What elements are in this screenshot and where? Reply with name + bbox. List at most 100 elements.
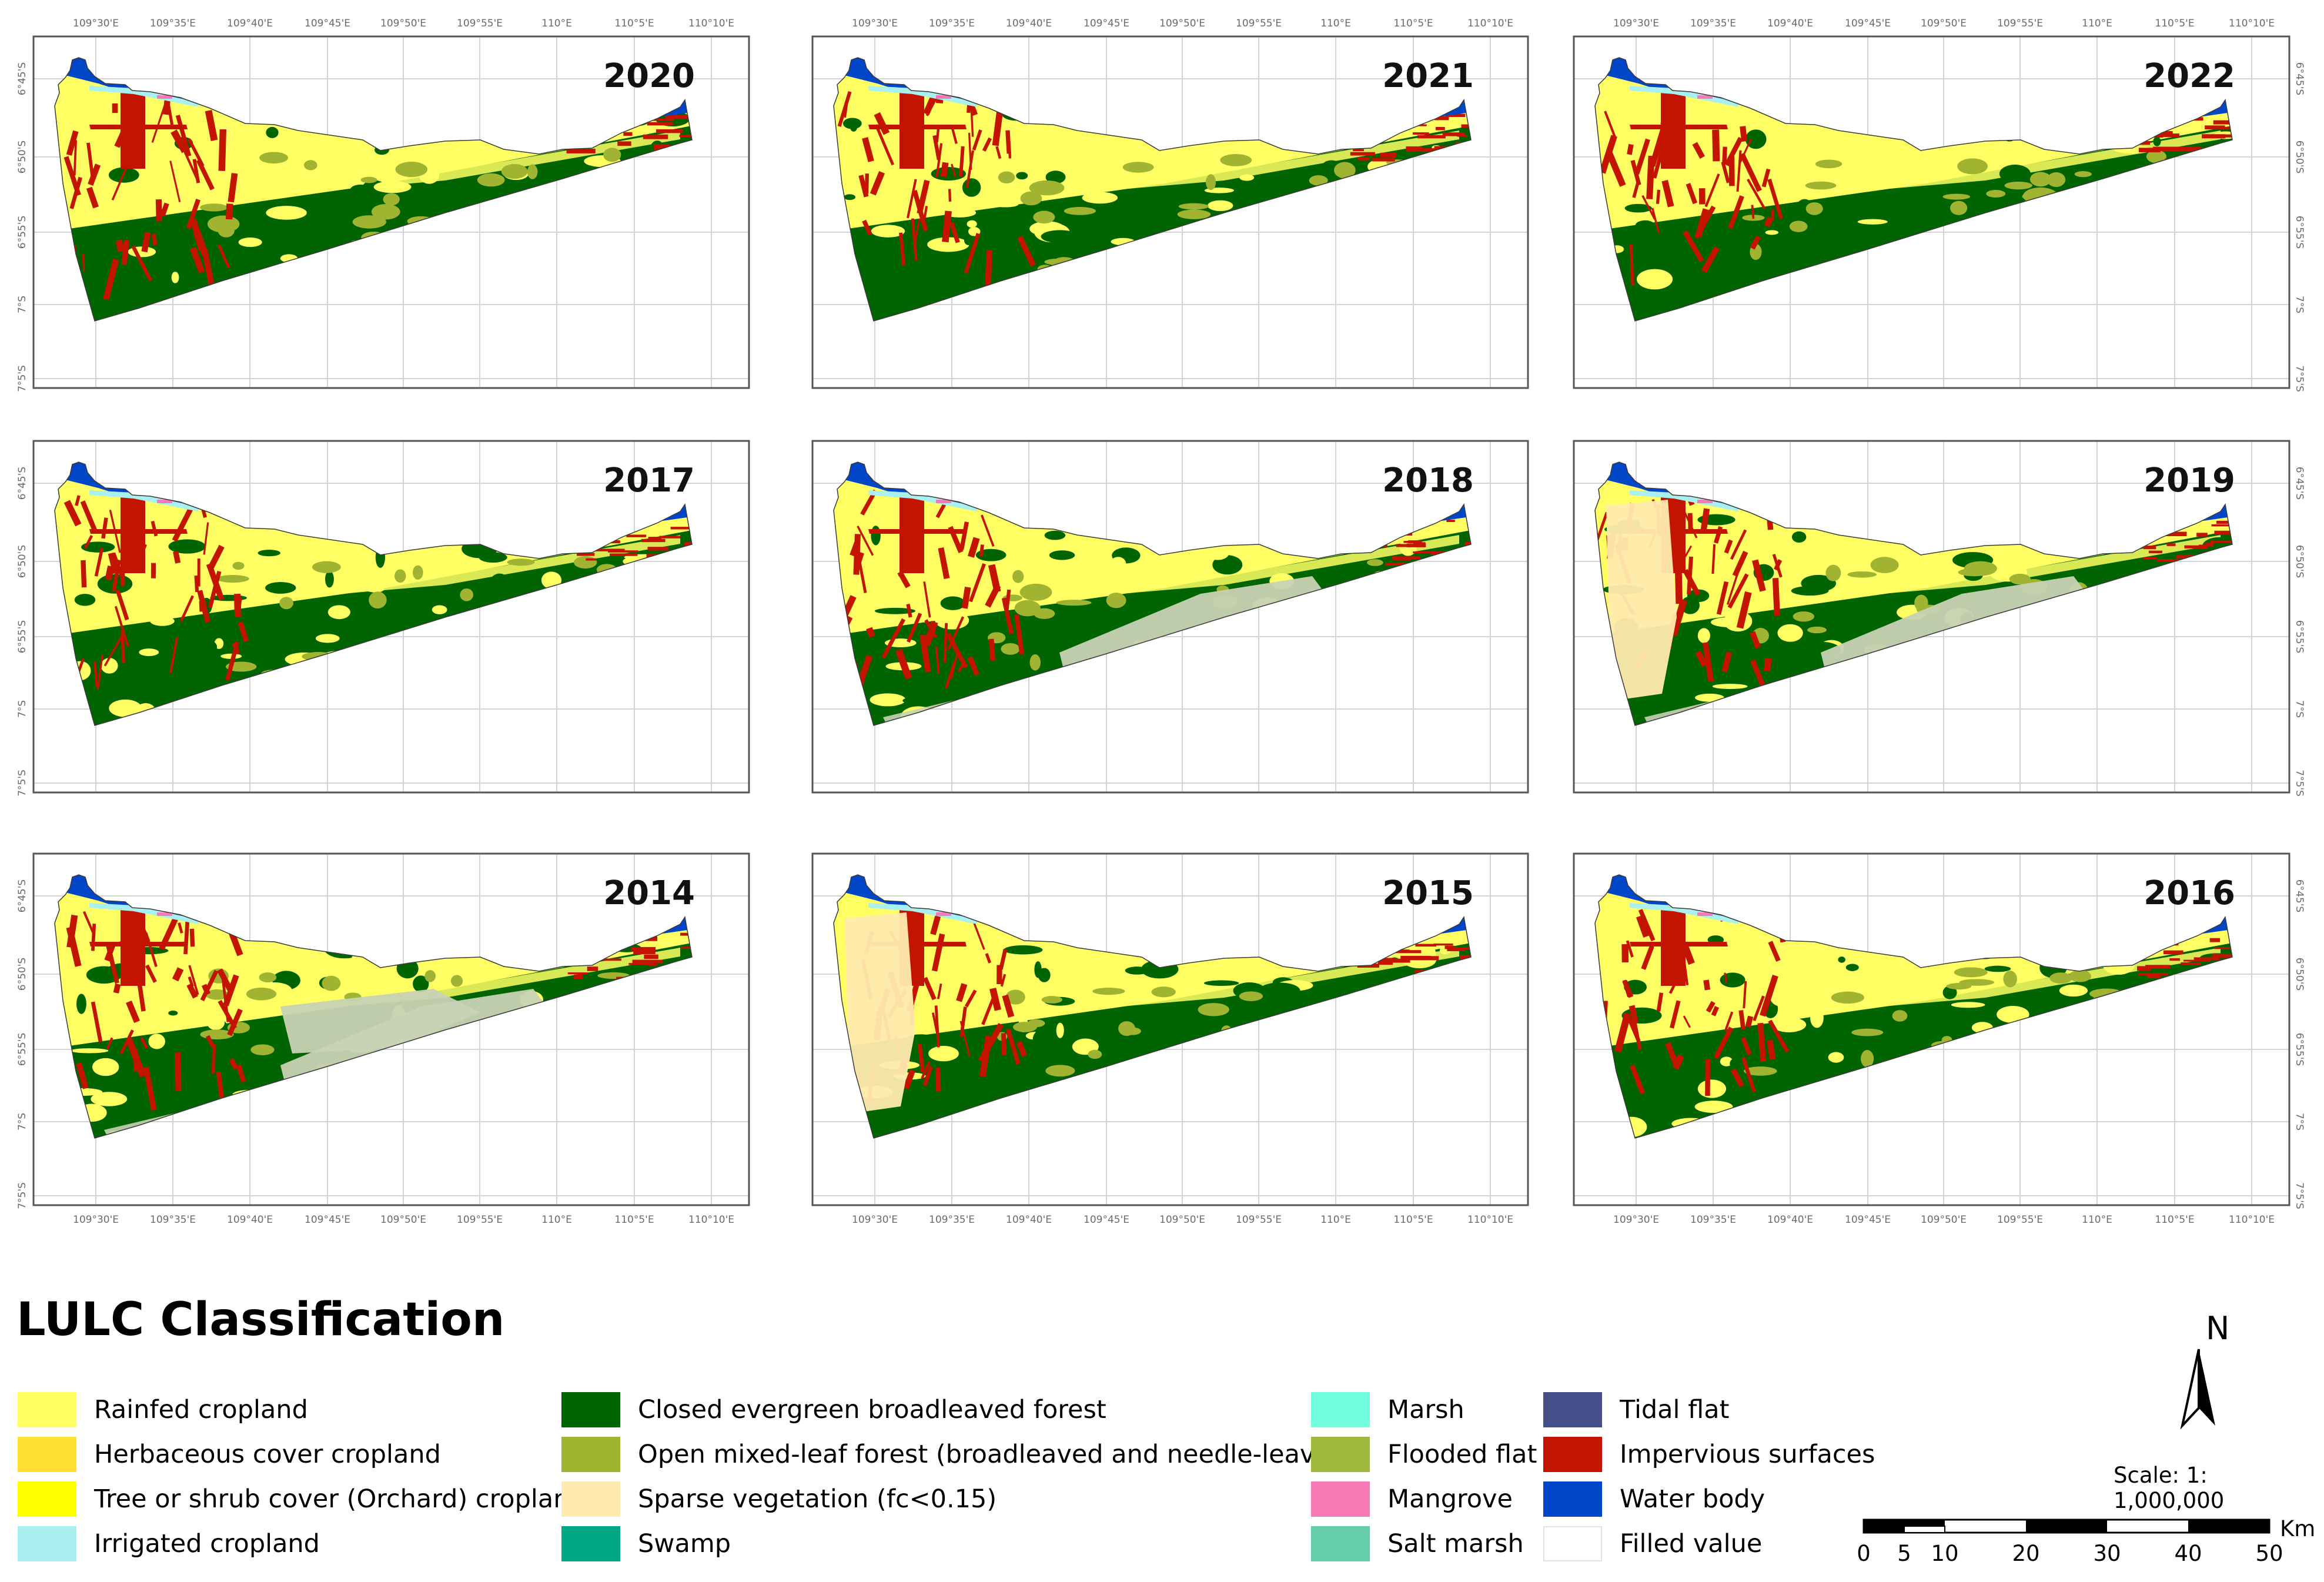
lon-tick-label: 110°10'E bbox=[688, 1214, 734, 1226]
lon-tick-label: 110°E bbox=[2082, 18, 2112, 29]
legend-swatch bbox=[561, 1481, 620, 1517]
lon-tick-label: 110°E bbox=[541, 18, 572, 29]
lon-tick-label: 110°5'E bbox=[2155, 1214, 2194, 1226]
lat-tick-label: 6°50'S bbox=[2293, 958, 2305, 991]
lat-tick-label: 7°5'S bbox=[16, 1182, 28, 1209]
map-panel-2021: 2021 109°30'E 109°35'E 109°40'E 109°45'E 109°… bbox=[811, 18, 1529, 389]
lat-tick-label: 7°5'S bbox=[2293, 1182, 2305, 1209]
lon-tick-label: 109°55'E bbox=[1997, 18, 2043, 29]
legend-item: Salt marsh bbox=[1311, 1521, 1537, 1566]
legend-swatch bbox=[561, 1526, 620, 1561]
lon-tick-label: 109°55'E bbox=[1236, 1214, 1282, 1226]
lon-tick-label: 110°10'E bbox=[2229, 1214, 2275, 1226]
year-label-2019: 2019 bbox=[2144, 461, 2235, 500]
legend-label: Mangrove bbox=[1387, 1484, 1513, 1514]
lon-tick-label: 109°55'E bbox=[1236, 18, 1282, 29]
legend-title: LULC Classification bbox=[16, 1293, 505, 1346]
lat-tick-label: 6°45'S bbox=[2293, 62, 2305, 95]
legend-swatch bbox=[561, 1437, 620, 1472]
lat-tick-label: 7°S bbox=[16, 1113, 28, 1131]
lon-tick-label: 109°30'E bbox=[73, 1214, 119, 1226]
lat-tick-label: 6°50'S bbox=[16, 141, 28, 173]
legend-column: Tidal flat Impervious surfaces Water body F… bbox=[1543, 1387, 1875, 1566]
lat-tick-label: 7°S bbox=[16, 700, 28, 718]
map-panel-2015: 2015 109°30'E 109°35'E 109°40'E 109°45'E 109°… bbox=[811, 852, 1529, 1226]
year-label-2015: 2015 bbox=[1382, 874, 1474, 912]
lat-tick-label: 6°55'S bbox=[2293, 620, 2305, 653]
lon-tick-label: 109°45'E bbox=[1084, 1214, 1129, 1226]
lon-tick-label: 109°40'E bbox=[1006, 1214, 1052, 1226]
map-panel-2020: 2020 109°30'E 109°35'E 109°40'E 109°45'E 109°… bbox=[16, 18, 750, 392]
legend-item: Tree or shrub cover (Orchard) cropland bbox=[18, 1477, 586, 1521]
legend-label: Marsh bbox=[1387, 1395, 1464, 1424]
lon-tick-label: 110°E bbox=[541, 1214, 572, 1226]
legend-item: Marsh bbox=[1311, 1387, 1537, 1432]
lon-tick-label: 109°45'E bbox=[1084, 18, 1129, 29]
year-label-2014: 2014 bbox=[603, 874, 695, 912]
lon-tick-label: 109°30'E bbox=[852, 1214, 898, 1226]
legend-column: Closed evergreen broadleaved forest Open … bbox=[561, 1387, 1356, 1566]
legend-label: Water body bbox=[1620, 1484, 1765, 1514]
lon-tick-label: 109°35'E bbox=[1690, 18, 1736, 29]
legend-swatch bbox=[1543, 1392, 1602, 1427]
scale-segment bbox=[2026, 1520, 2107, 1533]
lon-tick-label: 110°5'E bbox=[1393, 1214, 1433, 1226]
map-panel-2019: 2019 6°45'S 6°50'S 6°55'S 7°S 7°5'S bbox=[1573, 440, 2305, 797]
lon-tick-label: 109°35'E bbox=[1690, 1214, 1736, 1226]
legend-item: Flooded flat bbox=[1311, 1432, 1537, 1477]
map-panel-2022: 2022 109°30'E 109°35'E 109°40'E 109°45'E 109°… bbox=[1573, 18, 2305, 392]
lon-tick-label: 109°40'E bbox=[1006, 18, 1052, 29]
lon-tick-label: 109°50'E bbox=[380, 18, 426, 29]
lat-tick-label: 7°S bbox=[2293, 700, 2305, 718]
lat-tick-label: 6°50'S bbox=[16, 958, 28, 991]
scale-tick-label: 10 bbox=[1931, 1541, 1958, 1566]
map-panel-2017: 2017 6°45'S 6°50'S 6°55'S 7°S 7°5'S bbox=[16, 440, 750, 797]
lat-tick-label: 7°S bbox=[2293, 1113, 2305, 1131]
map-panels-grid: 2020 109°30'E 109°35'E 109°40'E 109°45'E 109°… bbox=[16, 18, 2305, 1226]
year-label-2017: 2017 bbox=[603, 461, 695, 500]
lon-tick-label: 109°45'E bbox=[1845, 18, 1891, 29]
year-label-2020: 2020 bbox=[603, 57, 695, 95]
scale-text: Scale: 1: 1,000,000 bbox=[2114, 1463, 2225, 1513]
legend-swatch bbox=[18, 1526, 76, 1561]
legend-swatch bbox=[561, 1392, 620, 1427]
year-label-2018: 2018 bbox=[1382, 461, 1474, 500]
lon-tick-label: 109°45'E bbox=[305, 18, 350, 29]
lat-tick-label: 6°50'S bbox=[2293, 545, 2305, 578]
lat-tick-label: 7°S bbox=[2293, 296, 2305, 313]
legend-label: Salt marsh bbox=[1387, 1529, 1524, 1558]
lon-tick-label: 110°E bbox=[1320, 18, 1351, 29]
legend-item: Irrigated cropland bbox=[18, 1521, 586, 1566]
lon-tick-label: 109°30'E bbox=[852, 18, 898, 29]
map-panel-2014: 2014 109°30'E 109°35'E 109°40'E 109°45'E 109°… bbox=[16, 852, 750, 1226]
legend-label: Tidal flat bbox=[1620, 1395, 1730, 1424]
legend-item: Impervious surfaces bbox=[1543, 1432, 1875, 1477]
north-arrow-icon bbox=[2180, 1349, 2215, 1430]
lat-tick-label: 6°55'S bbox=[16, 620, 28, 653]
legend-label: Closed evergreen broadleaved forest bbox=[638, 1395, 1106, 1424]
lat-tick-label: 6°45'S bbox=[16, 879, 28, 912]
legend-swatch bbox=[1543, 1437, 1602, 1472]
legend-item: Herbaceous cover cropland bbox=[18, 1432, 586, 1477]
lat-tick-label: 7°S bbox=[16, 296, 28, 313]
legend-item: Swamp bbox=[561, 1521, 1356, 1566]
legend-swatch bbox=[18, 1437, 76, 1472]
lon-tick-label: 109°35'E bbox=[150, 1214, 196, 1226]
lat-tick-label: 6°55'S bbox=[2293, 1033, 2305, 1066]
scale-tick-label: 40 bbox=[2174, 1541, 2202, 1566]
legend-item: Sparse vegetation (fc<0.15) bbox=[561, 1477, 1356, 1521]
lon-tick-label: 110°5'E bbox=[2155, 18, 2194, 29]
lon-tick-label: 109°35'E bbox=[929, 18, 975, 29]
lon-tick-label: 110°E bbox=[2082, 1214, 2112, 1226]
lon-tick-label: 109°30'E bbox=[1613, 18, 1659, 29]
lon-tick-label: 109°40'E bbox=[227, 1214, 273, 1226]
lon-tick-label: 109°40'E bbox=[1767, 18, 1813, 29]
legend-label: Flooded flat bbox=[1387, 1440, 1537, 1469]
legend-swatch bbox=[1311, 1437, 1370, 1472]
legend-label: Rainfed cropland bbox=[94, 1395, 308, 1424]
scale-tick-label: 50 bbox=[2255, 1541, 2283, 1566]
legend-column: Marsh Flooded flat Mangrove Salt marsh bbox=[1311, 1387, 1537, 1566]
legend-label: Filled value bbox=[1620, 1529, 1763, 1558]
legend-label: Sparse vegetation (fc<0.15) bbox=[638, 1484, 997, 1514]
legend-label: Tree or shrub cover (Orchard) cropland bbox=[94, 1484, 586, 1514]
